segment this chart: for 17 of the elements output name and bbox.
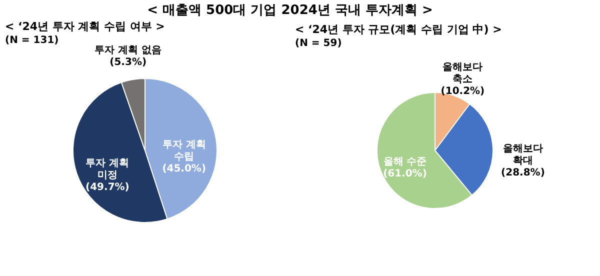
slice-label: 투자 계획 없음 bbox=[94, 44, 162, 56]
chart-title: < ‘24년 투자 계획 수립 여부 > bbox=[5, 20, 165, 33]
slice-label: 투자 계획 미정 bbox=[86, 158, 130, 182]
data-label: (49.7%) bbox=[86, 182, 130, 194]
chart-title: < ‘24년 투자 규모(계획 수립 기업 中) > bbox=[295, 23, 502, 36]
slice-label: 투자 계획 수립 bbox=[162, 139, 206, 162]
slice-label: 올해보다 축소 bbox=[442, 62, 483, 85]
slice-label: 올해 수준 bbox=[383, 156, 427, 168]
slice-label: 올해보다 확대 bbox=[502, 143, 543, 166]
data-label: (5.3%) bbox=[110, 56, 147, 68]
data-label: (10.2%) bbox=[440, 86, 485, 97]
chart-subtitle: (N = 59) bbox=[295, 38, 342, 49]
text: < 매출액 500대 기업 2024년 국내 투자계획 > bbox=[147, 2, 433, 18]
data-label: (61.0%) bbox=[383, 168, 427, 180]
data-label: (45.0%) bbox=[162, 163, 206, 174]
data-label: (28.8%) bbox=[501, 167, 545, 178]
chart-subtitle: (N = 131) bbox=[5, 34, 59, 46]
